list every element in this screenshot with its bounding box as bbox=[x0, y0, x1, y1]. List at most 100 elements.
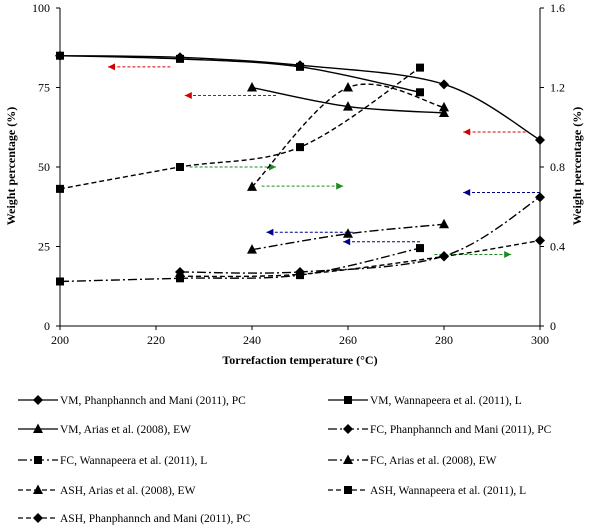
data-point bbox=[247, 181, 257, 191]
y-tick-label-right: 1.6 bbox=[550, 1, 565, 15]
legend-label: ASH, Phanphannch and Mani (2011), PC bbox=[60, 513, 251, 525]
data-point bbox=[535, 192, 545, 203]
data-point bbox=[296, 143, 304, 152]
legend-swatch-marker bbox=[33, 513, 43, 523]
legend-swatch-marker bbox=[343, 454, 353, 464]
legend-label: VM, Arias et al. (2008), EW bbox=[60, 424, 191, 436]
x-tick-label: 200 bbox=[51, 333, 69, 347]
annotation-arrow bbox=[343, 238, 420, 246]
y-tick-label-right: 0 bbox=[550, 319, 556, 333]
data-point bbox=[56, 184, 64, 193]
arrow-head bbox=[108, 63, 115, 71]
annotation-arrow bbox=[463, 188, 540, 196]
x-tick-label: 300 bbox=[531, 333, 549, 347]
y-tick-label-right: 0.8 bbox=[550, 160, 565, 174]
x-tick-label: 280 bbox=[435, 333, 453, 347]
arrow-head bbox=[463, 188, 471, 196]
series-6 bbox=[247, 218, 449, 254]
annotation-arrows bbox=[108, 63, 540, 258]
legend-label: ASH, Wannapeera et al. (2011), L bbox=[370, 485, 526, 497]
series-line bbox=[59, 67, 421, 190]
annotation-arrow bbox=[261, 182, 344, 190]
data-point bbox=[56, 277, 64, 286]
legend-swatch-marker bbox=[344, 486, 352, 494]
data-point bbox=[295, 269, 305, 280]
series-line bbox=[179, 239, 541, 278]
legend-item-7: ASH, Arias et al. (2008), EW bbox=[18, 484, 196, 497]
data-point bbox=[343, 228, 353, 238]
y-tick-label-left: 100 bbox=[32, 1, 50, 15]
data-point bbox=[247, 82, 257, 92]
annotation-arrow bbox=[108, 63, 171, 71]
legend-item-2: VM, Wannapeera et al. (2011), L bbox=[328, 395, 522, 407]
data-point bbox=[343, 101, 353, 111]
data-point bbox=[416, 244, 424, 253]
x-axis-title: Torrefaction temperature (°C) bbox=[222, 353, 377, 367]
data-point bbox=[439, 79, 449, 90]
annotation-arrow bbox=[184, 91, 276, 99]
legend-label: VM, Phanphannch and Mani (2011), PC bbox=[60, 395, 246, 407]
y-axis-title-left: Weight percentage (%) bbox=[4, 107, 18, 225]
legend-swatch-marker bbox=[34, 456, 42, 464]
data-point bbox=[439, 101, 449, 112]
legend-swatch-marker bbox=[344, 396, 352, 404]
series-9 bbox=[175, 235, 545, 282]
legend-swatch-marker bbox=[33, 484, 43, 494]
data-point bbox=[416, 63, 424, 72]
legend-swatch-marker bbox=[33, 423, 43, 433]
y-tick-label-left: 75 bbox=[38, 81, 50, 95]
series-3 bbox=[247, 82, 449, 117]
legend-item-6: FC, Arias et al. (2008), EW bbox=[328, 454, 497, 467]
series-layer bbox=[55, 50, 545, 286]
legend-item-4: FC, Phanphannch and Mani (2011), PC bbox=[328, 424, 552, 436]
annotation-arrow bbox=[463, 128, 526, 136]
data-point bbox=[247, 244, 257, 254]
arrow-head bbox=[266, 228, 274, 236]
data-point bbox=[343, 82, 353, 92]
series-line bbox=[179, 196, 541, 274]
y-axis-title-right: Weight percentage (%) bbox=[570, 107, 584, 225]
legend-item-8: ASH, Wannapeera et al. (2011), L bbox=[328, 485, 526, 497]
axes: 200 220 240 260 280 300025507510000.40.81.21.… bbox=[32, 1, 565, 347]
legend-item-3: VM, Arias et al. (2008), EW bbox=[18, 423, 191, 436]
legend-swatch-marker bbox=[343, 424, 353, 434]
series-7 bbox=[247, 82, 449, 191]
y-tick-label-left: 0 bbox=[44, 319, 50, 333]
series-line bbox=[59, 247, 421, 283]
legend-label: ASH, Arias et al. (2008), EW bbox=[60, 485, 196, 497]
data-point bbox=[439, 218, 449, 229]
legend-swatch-marker bbox=[33, 395, 43, 405]
data-point bbox=[416, 88, 424, 97]
data-point bbox=[535, 235, 545, 246]
series-line bbox=[251, 83, 445, 188]
legend-item-9: ASH, Phanphannch and Mani (2011), PC bbox=[18, 513, 251, 525]
y-tick-label-right: 1.2 bbox=[550, 81, 565, 95]
series-line bbox=[59, 55, 421, 93]
y-tick-label-right: 0.4 bbox=[550, 240, 565, 254]
data-point bbox=[56, 51, 64, 60]
legend-label: FC, Phanphannch and Mani (2011), PC bbox=[370, 424, 552, 436]
legend-label: VM, Wannapeera et al. (2011), L bbox=[370, 395, 522, 407]
data-point bbox=[176, 163, 184, 171]
y-tick-label-left: 50 bbox=[38, 160, 50, 174]
data-point bbox=[175, 271, 185, 282]
legend-item-5: FC, Wannapeera et al. (2011), L bbox=[18, 455, 207, 467]
legend: VM, Phanphannch and Mani (2011), PC VM, W… bbox=[18, 395, 552, 525]
x-tick-label: 240 bbox=[243, 333, 261, 347]
arrow-head bbox=[463, 128, 471, 136]
arrow-head bbox=[184, 91, 192, 99]
x-tick-label: 260 bbox=[339, 333, 357, 347]
data-point bbox=[176, 54, 184, 63]
annotation-arrow bbox=[266, 228, 353, 236]
arrow-head bbox=[504, 250, 512, 258]
x-tick-label: 220 bbox=[147, 333, 165, 347]
legend-item-1: VM, Phanphannch and Mani (2011), PC bbox=[18, 395, 246, 407]
arrow-head bbox=[336, 182, 344, 190]
data-point bbox=[439, 107, 449, 117]
data-point bbox=[535, 134, 545, 145]
legend-label: FC, Arias et al. (2008), EW bbox=[370, 455, 497, 467]
series-8 bbox=[56, 63, 424, 193]
data-point bbox=[439, 251, 449, 262]
series-5 bbox=[56, 244, 424, 286]
